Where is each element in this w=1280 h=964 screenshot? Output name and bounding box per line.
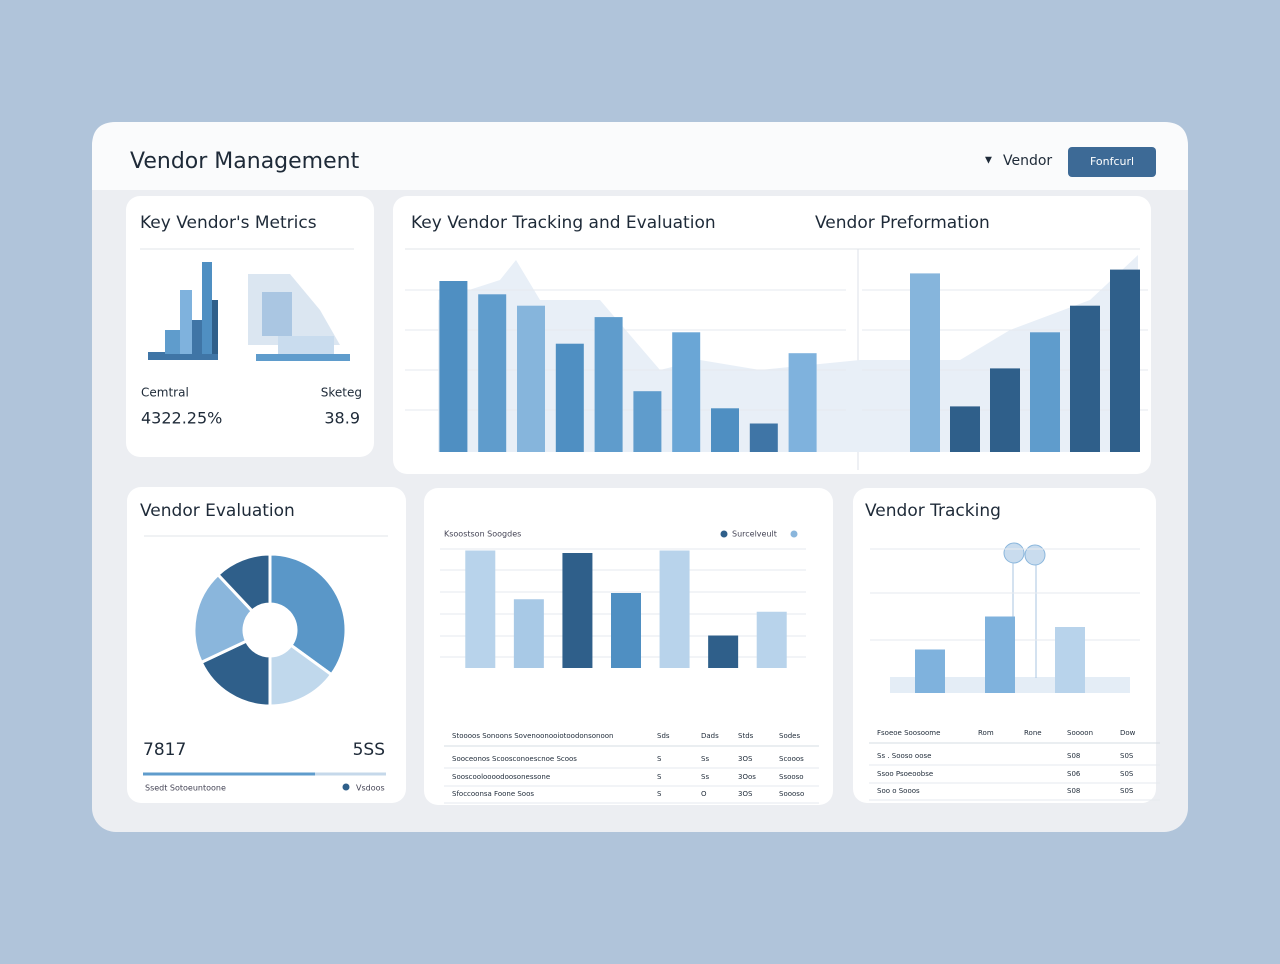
- button[interactable]: [1068, 147, 1156, 177]
- legend-dot: [790, 530, 798, 538]
- table-header: Sodes: [779, 732, 800, 740]
- bar: [562, 553, 593, 668]
- panel-title: Vendor Tracking: [865, 501, 1001, 521]
- table-header: Sds: [657, 732, 670, 740]
- table-header: Dow: [1120, 729, 1136, 737]
- vendor-dropdown[interactable]: Vendor: [1003, 153, 1052, 169]
- metric-label: Cemtral: [141, 386, 189, 400]
- table-header: Fsoeoe Soosoome: [877, 729, 940, 737]
- donut-slice: [268, 552, 348, 677]
- stat: 7817: [143, 740, 186, 760]
- table-cell: 3OS: [738, 790, 753, 798]
- app-title: Vendor Management: [130, 149, 360, 174]
- bar: [1070, 305, 1100, 452]
- bar: [1110, 269, 1140, 452]
- table-header: Rone: [1024, 729, 1042, 737]
- metric-value: 4322.25%: [141, 409, 222, 428]
- table-header: Dads: [701, 732, 719, 740]
- table-cell: Ss: [701, 755, 709, 763]
- table-cell: S: [657, 790, 662, 798]
- table-cell: S0S: [1120, 752, 1134, 760]
- bar: [672, 332, 701, 452]
- table-cell: Ss: [701, 773, 709, 781]
- table-cell: 3OS: [738, 755, 753, 763]
- panel: [127, 487, 406, 803]
- table-cell: 3Oos: [738, 773, 756, 781]
- footer-label: Ssedt Sotoeuntoone: [145, 784, 226, 793]
- bar: [711, 408, 739, 452]
- panel-title: Vendor Evaluation: [140, 501, 295, 521]
- table-header: Soooon: [1067, 729, 1093, 737]
- bar: [749, 423, 778, 452]
- table-cell: S08: [1067, 787, 1080, 795]
- table-header: Rom: [978, 729, 994, 737]
- metric-value: 38.9: [324, 409, 360, 428]
- table-header: Stds: [738, 732, 754, 740]
- bar: [1055, 627, 1085, 693]
- header-bar: [92, 122, 1188, 190]
- table-cell: Ssooso: [779, 773, 804, 781]
- legend-label: Vsdoos: [356, 784, 385, 793]
- bar: [1030, 332, 1060, 452]
- table-cell: S06: [1067, 770, 1081, 778]
- table-cell: O: [701, 790, 707, 798]
- table-cell: Sooscooloooodoosonessone: [452, 773, 550, 781]
- panel-title: Key Vendor Tracking and Evaluation: [411, 213, 716, 233]
- table-cell: Scooos: [779, 755, 804, 763]
- bar: [439, 281, 468, 452]
- bar: [478, 294, 507, 452]
- donut-slice: [215, 552, 272, 614]
- chart-title: Ksoostson Soogdes: [444, 530, 521, 539]
- panel-title: Vendor Preformation: [815, 213, 990, 233]
- table-cell: Ss . Sooso oose: [877, 752, 931, 760]
- bar: [633, 391, 662, 452]
- table-cell: S: [657, 773, 662, 781]
- bar: [788, 353, 817, 452]
- bar: [756, 611, 787, 668]
- metric-label: Sketeg: [321, 386, 362, 400]
- table-cell: S0S: [1120, 770, 1134, 778]
- bar: [915, 649, 945, 693]
- legend-dot: [342, 783, 350, 791]
- bar: [594, 317, 623, 452]
- table-cell: Ssoo Psoeoobse: [877, 770, 933, 778]
- panel-title: Key Vendor's Metrics: [140, 213, 317, 233]
- bar: [611, 593, 641, 668]
- table-cell: S0S: [1120, 787, 1134, 795]
- caret[interactable]: ▼: [985, 156, 992, 166]
- bar: [555, 343, 584, 452]
- bar: [910, 273, 940, 452]
- table-cell: S: [657, 755, 662, 763]
- legend-dot: [720, 530, 728, 538]
- bar: [990, 368, 1020, 452]
- bar: [985, 616, 1015, 693]
- table-cell: Sooceonos Scoosconoescnoe Scoos: [452, 755, 577, 763]
- table-header: Stoooos Sonoons Sovenoonooiotoodonsonoon: [452, 732, 613, 740]
- stat: 5SS: [353, 740, 385, 760]
- donut-slice: [199, 639, 272, 708]
- bar: [950, 406, 980, 452]
- legend-label: Surcelveult: [732, 530, 777, 539]
- bar: [659, 550, 690, 668]
- bar: [708, 635, 739, 668]
- bar: [465, 550, 496, 668]
- table-cell: Soooso: [779, 790, 804, 798]
- table-cell: S08: [1067, 752, 1080, 760]
- table-cell: Sfoccoonsa Foone Soos: [452, 790, 534, 798]
- bar: [517, 305, 545, 452]
- table-cell: Soo o Sooos: [877, 787, 920, 795]
- button-label[interactable]: Fonfcurl: [1090, 155, 1134, 168]
- bar: [513, 599, 544, 668]
- mini-chart: [148, 262, 350, 361]
